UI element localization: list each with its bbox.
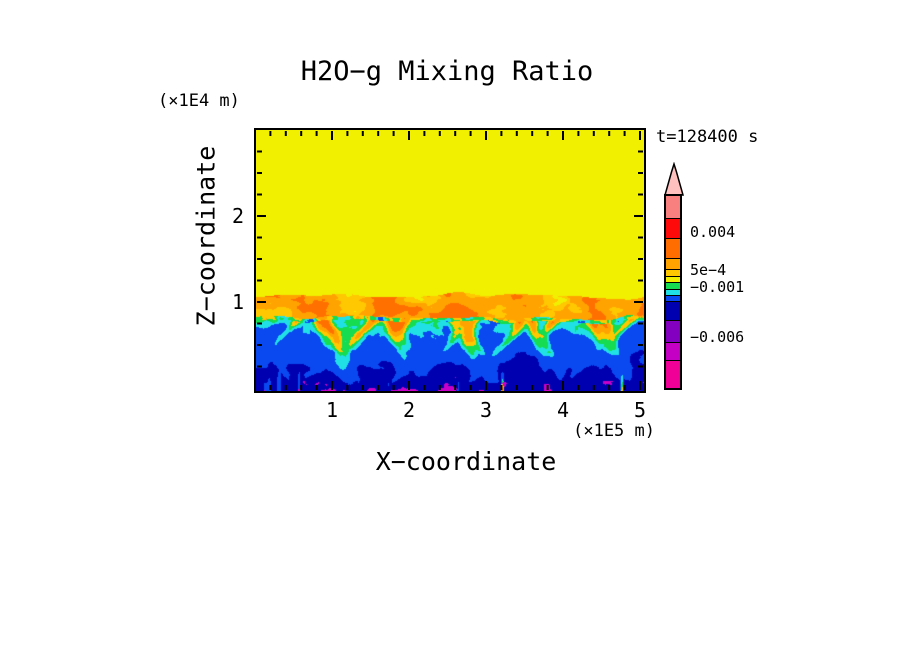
colorbar-segment bbox=[666, 258, 680, 269]
time-label: t=128400 s bbox=[656, 127, 759, 147]
colorbar-label: −0.006 bbox=[690, 328, 745, 346]
x-axis-title: X−coordinate bbox=[375, 447, 557, 476]
colorbar-segment bbox=[666, 295, 680, 301]
colorbar-segment bbox=[666, 218, 680, 238]
colorbar-segment bbox=[666, 342, 680, 360]
z-tick-label: 1 bbox=[231, 290, 244, 314]
heatmap-field bbox=[256, 130, 644, 391]
x-tick-label: 1 bbox=[325, 398, 339, 422]
colorbar bbox=[664, 194, 682, 390]
colorbar-segment bbox=[666, 289, 680, 295]
z-axis-title: Z−coordinate bbox=[191, 145, 221, 327]
x-tick-label: 2 bbox=[402, 398, 416, 422]
colorbar-segment bbox=[666, 238, 680, 258]
x-tick-label: 4 bbox=[556, 398, 570, 422]
colorbar-segment bbox=[666, 276, 680, 282]
z-tick-label: 2 bbox=[231, 204, 244, 228]
colorbar-label: 0.004 bbox=[690, 223, 736, 241]
colorbar-segment bbox=[666, 320, 680, 342]
z-axis-unit-label: (×1E4 m) bbox=[158, 91, 240, 111]
colorbar-label: 5e−4 bbox=[690, 261, 727, 279]
chart-title: H2O−g Mixing Ratio bbox=[300, 56, 594, 87]
x-tick-label: 3 bbox=[479, 398, 493, 422]
colorbar-segment bbox=[666, 282, 680, 289]
colorbar-segment bbox=[666, 301, 680, 320]
colorbar-segment bbox=[666, 360, 680, 388]
colorbar-arrow-tip bbox=[664, 162, 684, 196]
colorbar-label: −0.001 bbox=[690, 278, 745, 296]
x-axis-unit-label: (×1E5 m) bbox=[573, 421, 655, 441]
colorbar-segment bbox=[666, 269, 680, 276]
x-tick-label: 5 bbox=[633, 398, 647, 422]
colorbar-segment bbox=[666, 196, 680, 218]
